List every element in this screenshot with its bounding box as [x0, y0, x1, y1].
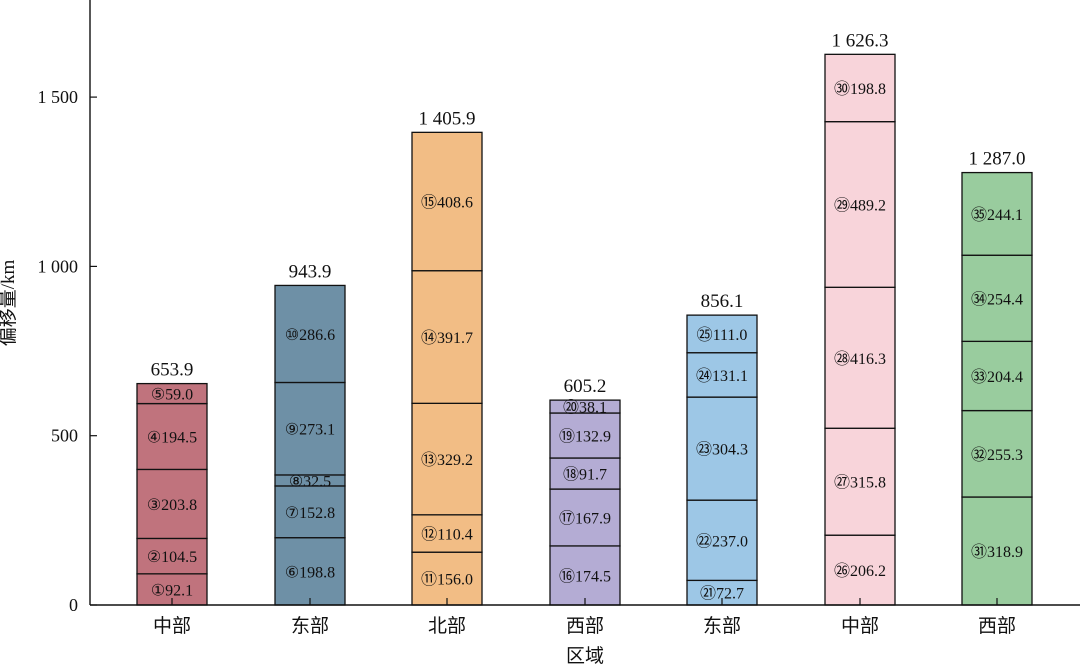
x-category-label: 东部 [703, 615, 741, 637]
segment-label: ①92.1 [151, 582, 193, 599]
bar-segment [961, 340, 1033, 412]
segment-label: ㉙489.2 [834, 196, 886, 214]
bar-3: ⑪156.0 ⑫110.4 ⑬329.2 ⑭391.7 ⑮408.6 1 405.9 [411, 108, 483, 606]
segment-label: ㉕111.0 [697, 326, 748, 344]
y-tick-label: 500 [51, 426, 78, 446]
segment-label: ⑪156.0 [421, 571, 473, 589]
bar-total-label: 1 405.9 [419, 108, 476, 129]
bar-7: ㉛318.9 ㉜255.3 ㉝204.4 ㉞254.4 ㉟244.1 1 287.0 [961, 149, 1033, 606]
segment-label: ㉟244.1 [971, 206, 1023, 224]
y-tick-label: 1 000 [38, 256, 79, 276]
segment-label: ③203.8 [147, 497, 197, 514]
segment-label: ⑬329.2 [421, 451, 473, 469]
bar-segment [274, 381, 346, 476]
segment-label: ㉑72.7 [700, 585, 744, 603]
x-category-label: 西部 [978, 615, 1016, 637]
bar-segment [274, 284, 346, 384]
x-axis-title: 区域 [566, 645, 604, 666]
bar-segment [824, 53, 896, 123]
x-category-labels: 中部 东部 北部 西部 东部 中部 西部 [153, 598, 1016, 637]
bar-segment [411, 514, 483, 553]
bar-total-label: 653.9 [151, 360, 194, 381]
segment-label: ⑮408.6 [421, 194, 473, 212]
segment-label: ⑯174.5 [559, 567, 611, 585]
bar-segment [686, 499, 758, 582]
bar-segment [824, 427, 896, 536]
segment-label: ⑫110.4 [421, 525, 472, 543]
segment-label: ⑦152.8 [285, 505, 335, 522]
bar-5: ㉑72.7 ㉒237.0 ㉓304.3 ㉔131.1 ㉕111.0 856.1 [686, 291, 758, 606]
segment-label: ㉔131.1 [696, 367, 748, 385]
bar-total-label: 1 626.3 [832, 30, 889, 51]
segment-label: ⑨273.1 [285, 422, 335, 439]
x-category-label: 北部 [428, 615, 466, 637]
bar-segment [274, 485, 346, 539]
bar-segment [686, 314, 758, 354]
segment-label: ②104.5 [147, 549, 197, 566]
bar-segment [549, 488, 621, 547]
segment-label: ⑤59.0 [151, 387, 193, 404]
bar-4: ⑯174.5 ⑰167.9 ⑱91.7 ⑲132.9 ⑳38.1 605.2 [549, 376, 621, 606]
bar-segment [686, 352, 758, 398]
bar-segment [411, 131, 483, 272]
bar-segment [961, 254, 1033, 343]
segment-label: ㉚198.8 [834, 80, 886, 98]
bar-segment [961, 409, 1033, 498]
bar-segment [411, 551, 483, 606]
y-axis-title: 偏移量/km [0, 260, 19, 347]
bar-1: ①92.1 ②104.5 ③203.8 ④194.5 ⑤59.0 653.9 [136, 360, 208, 606]
segment-label: ④194.5 [147, 429, 197, 446]
bar-segment [136, 402, 208, 471]
bar-segment [549, 457, 621, 490]
y-tick-label: 1 500 [38, 87, 79, 107]
segment-label: ㉖206.2 [834, 562, 886, 580]
segment-label: ⑰167.9 [559, 509, 611, 527]
segment-label: ⑱91.7 [563, 466, 607, 484]
x-category-label: 西部 [566, 615, 604, 637]
bar-segment [961, 496, 1033, 606]
segment-label: ⑳38.1 [563, 399, 607, 417]
x-category-label: 中部 [841, 615, 879, 637]
segment-label: ㉜255.3 [971, 446, 1023, 464]
bar-total-label: 1 287.0 [969, 149, 1026, 170]
segment-label: ㉛318.9 [971, 543, 1023, 561]
segment-label: ㉗315.8 [834, 474, 886, 492]
segment-label: ⑲132.9 [559, 428, 611, 446]
bar-total-label: 856.1 [701, 291, 744, 312]
bar-segment [686, 396, 758, 501]
bar-segment [136, 537, 208, 575]
segment-label: ⑥198.8 [285, 564, 335, 581]
segment-label: ㉝204.4 [971, 368, 1023, 386]
segment-label: ㉘416.3 [834, 350, 886, 368]
segment-label: ⑩286.6 [285, 327, 335, 344]
x-category-label: 东部 [291, 615, 329, 637]
x-category-label: 中部 [153, 615, 191, 637]
bar-segment [549, 412, 621, 459]
bar-segment [136, 382, 208, 405]
bar-segment [411, 402, 483, 516]
segment-label: ㉓304.3 [696, 441, 748, 459]
bar-segment [961, 171, 1033, 256]
bar-segment [824, 120, 896, 288]
segment-label: ⑭391.7 [421, 329, 473, 347]
bar-segment [549, 399, 621, 414]
bar-total-label: 943.9 [289, 261, 332, 282]
y-tick-label: 0 [69, 595, 78, 615]
bars-layer: ①92.1 ②104.5 ③203.8 ④194.5 ⑤59.0 653.9 ⑥198.8 ⑦… [136, 30, 1033, 606]
bar-segment [824, 286, 896, 429]
y-ticks: 0 500 1 000 1 500 [38, 87, 97, 615]
segment-label: ⑧32.5 [289, 473, 331, 490]
bar-6: ㉖206.2 ㉗315.8 ㉘416.3 ㉙489.2 ㉚198.8 1 626.3 [824, 30, 896, 606]
segment-label: ㉞254.4 [971, 290, 1023, 308]
bar-2: ⑥198.8 ⑦152.8 ⑧32.5 ⑨273.1 ⑩286.6 943.9 [274, 261, 346, 606]
segment-label: ㉒237.0 [696, 532, 748, 550]
bar-total-label: 605.2 [564, 376, 607, 397]
